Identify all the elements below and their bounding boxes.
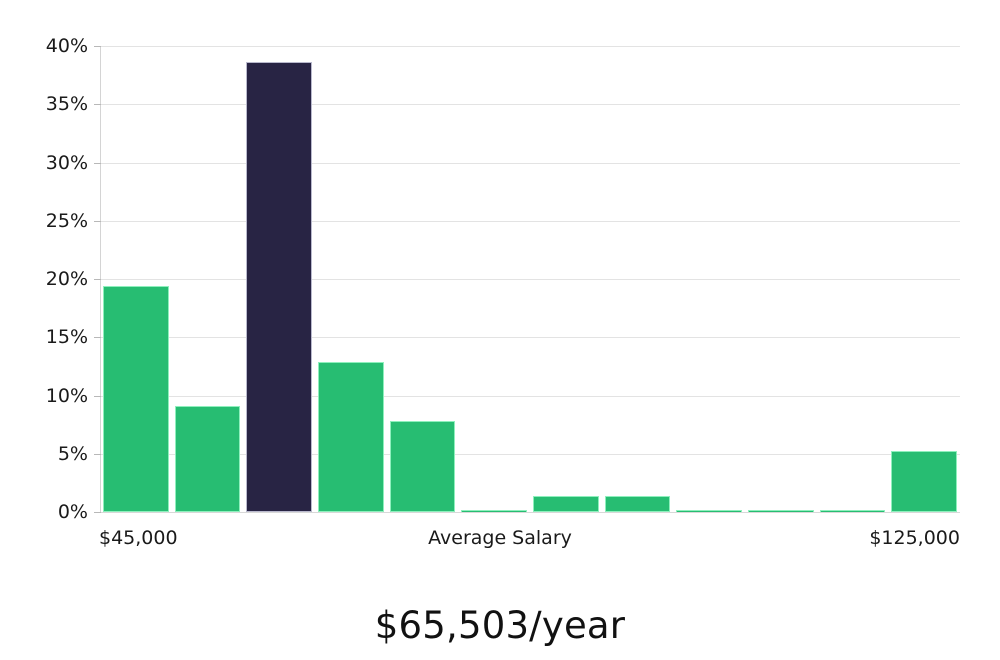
gridline <box>100 279 960 280</box>
gridline <box>100 337 960 339</box>
y-axis-tick-label: 40% <box>45 35 88 57</box>
y-axis-tick <box>94 337 101 339</box>
x-axis-title: Average Salary <box>428 527 572 549</box>
bar[interactable] <box>604 495 671 512</box>
bar[interactable] <box>318 361 384 512</box>
bar[interactable] <box>389 421 456 512</box>
x-axis-labels: $45,000 Average Salary $125,000 <box>0 527 1000 557</box>
y-axis-tick <box>94 279 101 280</box>
y-axis-tick-label: 0% <box>57 501 88 523</box>
y-axis-tick <box>94 46 101 47</box>
x-axis-label-min: $45,000 <box>99 527 178 549</box>
bar[interactable] <box>819 510 886 512</box>
y-axis-tick <box>94 220 101 222</box>
y-axis-tick-label: 15% <box>45 326 88 349</box>
y-axis-tick-label: 25% <box>45 209 88 232</box>
y-axis-tick-label: 20% <box>45 268 88 290</box>
bar[interactable] <box>461 510 527 512</box>
bar[interactable] <box>748 510 814 512</box>
gridline <box>100 395 960 397</box>
y-axis-tick <box>94 162 101 164</box>
gridline <box>100 104 960 106</box>
bar-highlighted[interactable] <box>246 62 312 512</box>
y-axis-tick-label: 35% <box>45 93 88 116</box>
x-axis-label-max: $125,000 <box>869 527 960 549</box>
y-axis-tick <box>94 512 101 513</box>
gridline <box>100 220 960 222</box>
bar[interactable] <box>533 495 599 512</box>
y-axis-tick <box>94 453 101 455</box>
gridline <box>100 512 960 513</box>
gridline <box>100 46 960 47</box>
bar[interactable] <box>174 406 241 512</box>
bars-layer <box>100 46 960 512</box>
y-axis-tick-label: 30% <box>45 151 88 174</box>
y-axis-tick <box>94 395 101 397</box>
bar[interactable] <box>103 286 169 512</box>
gridline <box>100 453 960 455</box>
gridline <box>100 162 960 164</box>
average-salary-value: $65,503/year <box>374 604 626 647</box>
y-axis-tick-label: 10% <box>45 384 88 407</box>
bar[interactable] <box>676 510 742 512</box>
bar[interactable] <box>891 451 957 512</box>
y-axis-tick-label: 5% <box>57 442 88 465</box>
y-axis-tick <box>94 104 101 106</box>
